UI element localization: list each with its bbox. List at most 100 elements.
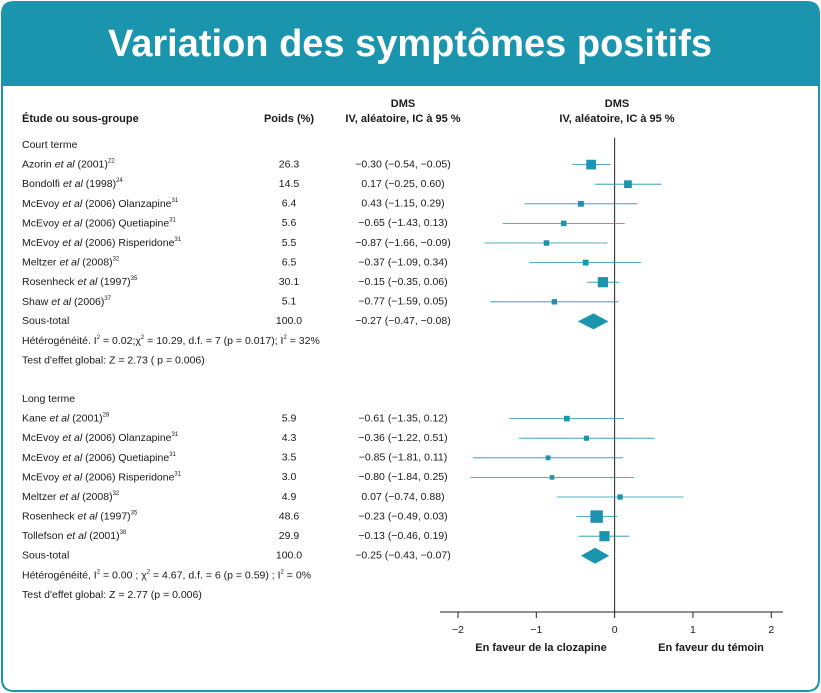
ref: 31 <box>169 217 176 223</box>
year: (2001) <box>75 158 108 170</box>
title: Variation des symptômes positifs <box>108 23 712 65</box>
author: Tollefson <box>22 530 64 542</box>
study-name: McEvoy et al (2006) Quetiapine31 <box>22 217 177 229</box>
overall-effect: Test d'effet global: Z = 2.73 ( p = 0.00… <box>22 354 205 366</box>
et-al: et al <box>62 198 83 210</box>
ref: 38 <box>120 530 127 536</box>
header-study: Étude ou sous-groupe <box>22 112 139 125</box>
ci-label: −0.25 (−0.43, −0.07) <box>355 550 450 562</box>
weight: 48.6 <box>279 510 300 522</box>
author: Rosenheck <box>22 510 75 522</box>
subtotal-diamond <box>577 313 609 330</box>
author: Bondolfi <box>22 178 60 190</box>
year: (2006) Quetiapine <box>82 217 169 229</box>
text: = 32% <box>287 335 320 347</box>
ref: 35 <box>131 276 138 282</box>
x-label-left: En faveur de la clozapine <box>475 642 606 654</box>
ci-label: −0.13 (−0.46, 0.19) <box>358 530 447 542</box>
et-al: et al <box>66 530 87 542</box>
year: (2001) <box>69 412 102 424</box>
x-tick-label: −1 <box>530 624 542 636</box>
year: (2006) Risperidone <box>82 471 174 483</box>
header-weight: Poids (%) <box>264 113 314 125</box>
ref: 32 <box>113 256 120 262</box>
effect-square <box>549 475 555 480</box>
year: (2006) <box>71 296 104 308</box>
ci-label: −0.80 (−1.84, 0.25) <box>358 471 447 483</box>
author: Azorin <box>22 158 52 170</box>
effect-square <box>578 200 584 207</box>
study-name: Bondolfi et al (1998)24 <box>22 178 123 190</box>
weight: 5.9 <box>282 412 297 424</box>
text: = 0% <box>284 569 311 581</box>
x-tick-label: 2 <box>768 624 774 636</box>
study-name: McEvoy et al (2006) Risperidone31 <box>22 471 182 483</box>
ci-label: 0.17 (−0.25, 0.60) <box>361 178 444 190</box>
ci-label: −0.15 (−0.35, 0.06) <box>358 276 447 288</box>
effect-square <box>582 259 589 266</box>
ref: 35 <box>131 510 138 516</box>
weight: 26.3 <box>279 158 300 170</box>
heterogeneity: Hétérogénéité. I2 = 0.02;χ2 = 10.29, d.f… <box>22 335 320 347</box>
ref: 31 <box>172 432 179 438</box>
subtotal-name: Sous-total <box>22 315 69 327</box>
author: McEvoy <box>22 217 60 229</box>
study-name: Meltzer et al (2008)32 <box>22 491 120 503</box>
effect-square <box>586 159 596 170</box>
weight: 3.0 <box>282 471 297 483</box>
weight: 3.5 <box>282 452 297 464</box>
effect-square <box>590 510 603 523</box>
text: = 0.00 ; χ <box>100 569 147 581</box>
ci-label: 0.43 (−1.15, 0.29) <box>361 198 444 210</box>
weight: 29.9 <box>279 530 300 542</box>
weight: 5.5 <box>282 237 297 249</box>
x-label-right: En faveur du témoin <box>658 642 764 654</box>
effect-square <box>543 240 550 246</box>
effect-square <box>599 531 610 542</box>
weight: 5.6 <box>282 217 297 229</box>
ci-label: −0.87 (−1.66, −0.09) <box>355 237 450 249</box>
author: Shaw <box>22 296 49 308</box>
study-name: McEvoy et al (2006) Olanzapine31 <box>22 197 179 209</box>
x-tick-label: 0 <box>612 624 618 636</box>
year: (2008) <box>79 491 112 503</box>
author: Meltzer <box>22 256 57 268</box>
weight: 5.1 <box>282 296 297 308</box>
effect-square <box>564 415 570 422</box>
text: Hétérogénéité, I <box>22 569 97 581</box>
year: (2006) Olanzapine <box>82 432 171 444</box>
et-al: et al <box>62 217 83 229</box>
text: = 4.67, d.f. = 6 (p = 0.59) ; I <box>150 569 280 581</box>
header-plot: IV, aléatoire, IC à 95 % <box>559 113 674 125</box>
year: (1998) <box>83 178 116 190</box>
superscript: 2 <box>283 335 287 341</box>
ref: 31 <box>174 237 181 243</box>
ci-label: −0.23 (−0.49, 0.03) <box>358 510 447 522</box>
ci-label: −0.77 (−1.59, 0.05) <box>358 296 447 308</box>
superscript: 2 <box>281 569 285 575</box>
et-al: et al <box>50 412 71 424</box>
title-bar <box>2 2 819 86</box>
group-name: Long terme <box>22 393 75 405</box>
et-al: et al <box>59 256 80 268</box>
study-name: McEvoy et al (2006) Quetiapine31 <box>22 451 177 463</box>
study-name: Rosenheck et al (1997)35 <box>22 276 138 288</box>
effect-square <box>545 455 551 461</box>
effect-square <box>583 435 589 441</box>
effect-square <box>617 494 623 500</box>
year: (2006) Olanzapine <box>82 198 171 210</box>
ref: 22 <box>108 158 115 164</box>
weight: 14.5 <box>279 178 300 190</box>
author: McEvoy <box>22 471 60 483</box>
ci-label: −0.30 (−0.54, −0.05) <box>355 158 450 170</box>
author: McEvoy <box>22 432 60 444</box>
text: = 10.29, d.f. = 7 (p = 0.017); I <box>144 335 283 347</box>
x-tick-label: 1 <box>690 624 696 636</box>
year: (1997) <box>97 510 130 522</box>
author: Meltzer <box>22 491 57 503</box>
superscript: 2 <box>97 569 101 575</box>
ci-label: −0.27 (−0.47, −0.08) <box>355 315 450 327</box>
ref: 32 <box>113 491 120 497</box>
superscript: 2 <box>141 335 145 341</box>
